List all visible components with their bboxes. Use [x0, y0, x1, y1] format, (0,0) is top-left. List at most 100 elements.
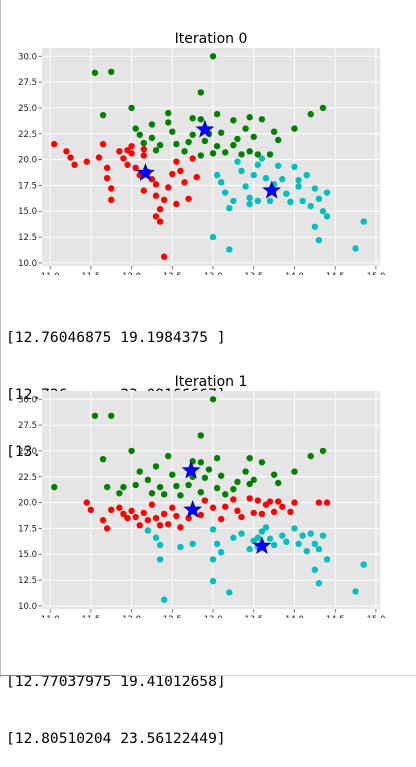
- data-point-cyan: [213, 540, 221, 548]
- data-point-cyan: [279, 532, 286, 539]
- x-tick-label: 14.5: [326, 615, 345, 618]
- data-point-red: [99, 516, 107, 524]
- data-point-green: [160, 491, 168, 498]
- data-point-red: [120, 510, 127, 518]
- data-point-red: [156, 205, 164, 213]
- data-point-green: [197, 459, 205, 466]
- data-point-green: [209, 53, 217, 60]
- data-point-green: [132, 125, 139, 132]
- data-point-cyan: [226, 246, 233, 253]
- centroid-output-iteration-1: [12.77037975 19.41012658] [12.80510204 2…: [6, 634, 226, 767]
- scatter-plot-svg: 11.0 11.5 12.0 12.5 13.0 13.5 14.0 14.5 15.0 10.0…: [18, 31, 385, 275]
- scatter-plot-iteration-1: 11.0 11.5 12.0 12.5 13.0 13.5 14.0 14.5 15.0 10.0…: [0, 343, 416, 618]
- data-point-green: [319, 447, 327, 455]
- data-point-green: [238, 151, 245, 158]
- data-point-cyan: [160, 596, 168, 603]
- x-tick-label: 14.0: [285, 272, 304, 275]
- x-tick-label: 12.0: [122, 615, 141, 618]
- data-point-cyan: [144, 527, 152, 534]
- data-point-green: [246, 480, 253, 488]
- data-point-red: [181, 179, 188, 186]
- data-point-cyan: [303, 547, 310, 555]
- data-point-red: [124, 161, 131, 168]
- data-point-green: [201, 474, 209, 481]
- data-point-red: [234, 507, 241, 515]
- data-point-green: [266, 151, 274, 158]
- data-point-cyan: [217, 548, 225, 556]
- data-point-red: [83, 158, 90, 165]
- data-point-green: [197, 89, 205, 96]
- data-point-green: [120, 483, 127, 491]
- data-point-green: [197, 116, 205, 123]
- data-point-green: [152, 463, 160, 470]
- data-point-cyan: [254, 197, 262, 205]
- data-point-red: [165, 521, 172, 528]
- data-point-green: [132, 481, 139, 489]
- y-tick-label: 15.0: [18, 207, 37, 217]
- data-point-cyan: [279, 176, 286, 183]
- x-tick-label: 11.5: [81, 615, 100, 618]
- data-point-cyan: [307, 202, 314, 210]
- data-point-green: [274, 479, 282, 487]
- data-point-green: [246, 114, 253, 121]
- chart-title: Iteration 0: [175, 31, 248, 47]
- y-tick-label: 22.5: [18, 473, 37, 483]
- data-point-cyan: [262, 174, 270, 182]
- data-point-cyan: [299, 197, 306, 205]
- data-point-cyan: [283, 190, 290, 197]
- data-point-green: [270, 471, 278, 478]
- data-point-green: [209, 150, 217, 157]
- data-point-red: [173, 200, 180, 208]
- data-point-red: [136, 522, 143, 529]
- data-point-red: [185, 195, 192, 203]
- data-point-red: [258, 510, 266, 518]
- data-point-cyan: [238, 167, 245, 175]
- x-tick-label: 13.0: [204, 615, 223, 618]
- data-point-red: [279, 503, 286, 510]
- data-point-red: [160, 196, 168, 204]
- data-point-red: [270, 508, 278, 516]
- data-point-green: [108, 412, 115, 419]
- data-point-red: [99, 140, 107, 148]
- data-point-cyan: [266, 197, 274, 205]
- data-point-cyan: [295, 540, 302, 548]
- data-point-green: [152, 147, 160, 154]
- centroid-star-marker: [262, 180, 282, 199]
- data-point-green: [213, 142, 221, 150]
- x-tick-label: 11.5: [81, 272, 100, 275]
- data-point-cyan: [311, 185, 319, 192]
- data-point-red: [108, 185, 115, 192]
- data-point-cyan: [323, 189, 331, 196]
- data-point-cyan: [246, 545, 253, 553]
- data-point-green: [91, 412, 99, 419]
- cell-frame-left: [0, 0, 1, 677]
- data-point-cyan: [226, 589, 233, 596]
- data-point-green: [217, 472, 225, 479]
- data-point-cyan: [230, 197, 237, 205]
- data-point-green: [140, 139, 148, 147]
- y-tick-label: 15.0: [18, 550, 37, 560]
- data-point-green: [173, 140, 180, 148]
- data-point-cyan: [258, 528, 266, 535]
- data-point-green: [213, 110, 221, 118]
- data-point-red: [120, 155, 127, 162]
- data-point-cyan: [217, 179, 225, 186]
- data-point-cyan: [287, 198, 294, 206]
- data-point-green: [250, 476, 257, 484]
- data-point-cyan: [254, 534, 262, 541]
- data-point-green: [242, 468, 249, 475]
- data-point-red: [254, 497, 262, 504]
- data-point-red: [156, 218, 164, 225]
- data-point-green: [165, 119, 172, 126]
- data-point-red: [124, 147, 131, 154]
- data-point-red: [173, 158, 180, 165]
- data-point-red: [103, 525, 111, 532]
- data-point-red: [152, 181, 160, 188]
- data-point-green: [213, 484, 221, 492]
- data-point-cyan: [262, 524, 270, 531]
- data-point-green: [234, 135, 241, 143]
- centroid-star-marker: [136, 163, 155, 181]
- x-tick-label: 15.0: [366, 272, 385, 275]
- data-point-red: [201, 497, 209, 504]
- data-point-green: [148, 490, 156, 497]
